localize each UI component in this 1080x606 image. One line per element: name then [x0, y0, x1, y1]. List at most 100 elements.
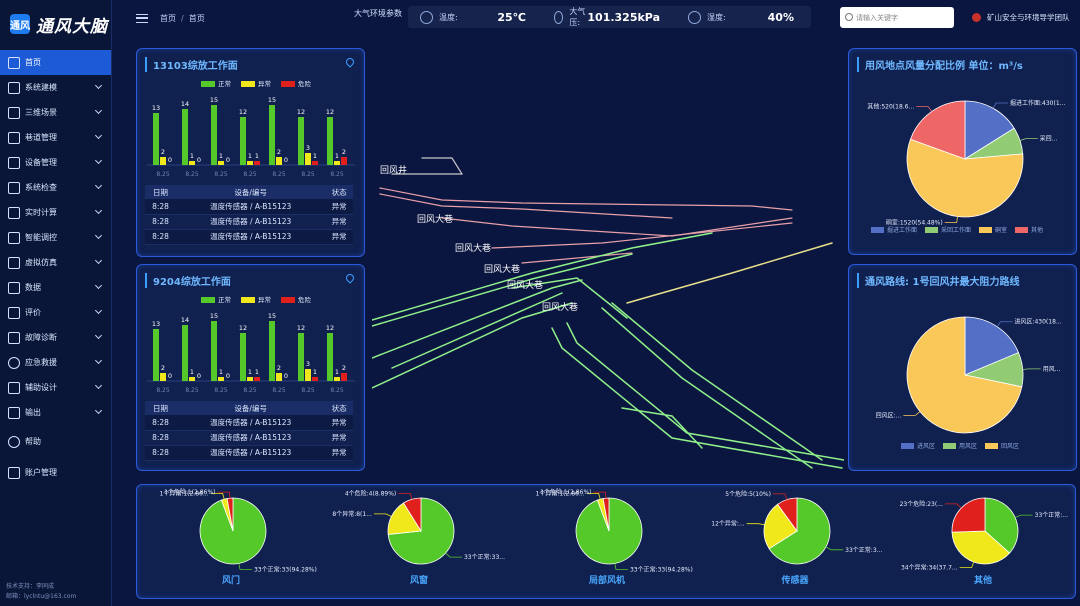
- location-pin-icon[interactable]: [344, 272, 356, 284]
- legend-item[interactable]: 硐室: [979, 225, 1007, 234]
- chevron-down-icon[interactable]: [94, 206, 103, 215]
- bar[interactable]: [160, 373, 166, 381]
- bar[interactable]: [334, 161, 340, 165]
- sidebar-item[interactable]: 应急救援: [0, 350, 111, 375]
- legend-item[interactable]: 采回工作面: [925, 225, 971, 234]
- bar[interactable]: [254, 161, 260, 165]
- bar[interactable]: [182, 325, 188, 381]
- chevron-down-icon[interactable]: [94, 231, 103, 240]
- bar[interactable]: [269, 321, 275, 381]
- table-row[interactable]: 8:28 温度传感器 / A-B15123 异常: [145, 430, 353, 446]
- chevron-down-icon[interactable]: [94, 406, 103, 415]
- bar[interactable]: [247, 161, 253, 165]
- scene-label[interactable]: 回风大巷: [507, 279, 543, 291]
- table-row[interactable]: 8:28 温度传感器 / A-B15123 异常: [145, 199, 353, 215]
- bar[interactable]: [153, 113, 159, 165]
- sidebar-item[interactable]: 评价: [0, 300, 111, 325]
- app-logo[interactable]: 通风 通风大脑: [0, 0, 111, 48]
- chevron-down-icon[interactable]: [94, 281, 103, 290]
- chevron-down-icon[interactable]: [94, 256, 103, 265]
- sidebar-item[interactable]: 智能调控: [0, 225, 111, 250]
- sidebar-item[interactable]: 首页: [0, 50, 111, 75]
- legend-item[interactable]: 进风区: [901, 441, 935, 450]
- pie-slice[interactable]: [602, 497, 610, 532]
- sidebar-item[interactable]: 三维场景: [0, 100, 111, 125]
- chevron-down-icon[interactable]: [94, 81, 103, 90]
- scene-label[interactable]: 回风大巷: [455, 242, 491, 254]
- sidebar-item[interactable]: 虚拟仿真: [0, 250, 111, 275]
- pie-slice[interactable]: [951, 530, 1011, 565]
- pie-slice[interactable]: [906, 138, 1024, 218]
- sidebar-item[interactable]: 实时计算: [0, 200, 111, 225]
- scene-label[interactable]: 回风大巷: [542, 301, 578, 313]
- sidebar-item[interactable]: 系统检查: [0, 175, 111, 200]
- search-input[interactable]: 请输入关键字: [840, 7, 954, 28]
- pie-slice[interactable]: [402, 497, 422, 533]
- bar[interactable]: [182, 109, 188, 165]
- bar[interactable]: [298, 117, 304, 165]
- pie-slice[interactable]: [964, 316, 1020, 376]
- bar[interactable]: [254, 377, 260, 381]
- sidebar-item[interactable]: 输出: [0, 400, 111, 425]
- chevron-down-icon[interactable]: [94, 331, 103, 340]
- bar[interactable]: [247, 377, 253, 381]
- legend-item[interactable]: 掘进工作面: [871, 225, 917, 234]
- bar[interactable]: [276, 157, 282, 165]
- location-pin-icon[interactable]: [344, 56, 356, 68]
- bar[interactable]: [240, 333, 246, 381]
- sidebar-item[interactable]: 设备管理: [0, 150, 111, 175]
- bar[interactable]: [160, 157, 166, 165]
- bar[interactable]: [240, 117, 246, 165]
- legend-item[interactable]: 用风区: [943, 441, 977, 450]
- bar[interactable]: [305, 153, 311, 165]
- bar[interactable]: [298, 333, 304, 381]
- bar[interactable]: [211, 105, 217, 165]
- bar[interactable]: [153, 329, 159, 381]
- sidebar-item[interactable]: 系统建模: [0, 75, 111, 100]
- scene-label[interactable]: 回风井: [380, 164, 407, 176]
- bar[interactable]: [276, 373, 282, 381]
- bar[interactable]: [269, 105, 275, 165]
- chevron-down-icon[interactable]: [94, 306, 103, 315]
- pie-slice[interactable]: [768, 497, 831, 565]
- scene-label[interactable]: 回风大巷: [484, 263, 520, 275]
- sidebar-item[interactable]: 帮助: [0, 429, 111, 454]
- table-row[interactable]: 8:28 温度传感器 / A-B15123 异常: [145, 229, 353, 245]
- pie-slice[interactable]: [951, 497, 986, 533]
- legend-item[interactable]: 回风区: [985, 441, 1019, 450]
- table-row[interactable]: 8:28 温度传感器 / A-B15123 异常: [145, 214, 353, 230]
- bar[interactable]: [189, 161, 195, 165]
- table-row[interactable]: 8:28 温度传感器 / A-B15123 异常: [145, 445, 353, 461]
- chevron-down-icon[interactable]: [94, 181, 103, 190]
- org-name[interactable]: 矿山安全与环境导学团队: [972, 12, 1070, 23]
- bar[interactable]: [312, 377, 318, 381]
- chevron-down-icon[interactable]: [94, 131, 103, 140]
- menu-toggle-icon[interactable]: [136, 13, 148, 23]
- sidebar-item[interactable]: 数据: [0, 275, 111, 300]
- scene-label[interactable]: 回风大巷: [417, 213, 453, 225]
- pie-slice[interactable]: [777, 497, 798, 533]
- bar[interactable]: [218, 377, 224, 381]
- bar[interactable]: [327, 333, 333, 381]
- tunnel-3d-scene[interactable]: 回风井 回风大巷 回风大巷 回风大巷 回风大巷 回风大巷: [372, 48, 844, 472]
- sidebar-item[interactable]: 巷道管理: [0, 125, 111, 150]
- bar[interactable]: [312, 161, 318, 165]
- chevron-down-icon[interactable]: [94, 356, 103, 365]
- bar[interactable]: [218, 161, 224, 165]
- chevron-down-icon[interactable]: [94, 106, 103, 115]
- bar[interactable]: [341, 157, 347, 165]
- legend-item[interactable]: 其他: [1015, 225, 1043, 234]
- chevron-down-icon[interactable]: [94, 156, 103, 165]
- breadcrumb-home[interactable]: 首页: [160, 13, 176, 23]
- table-row[interactable]: 8:28 温度传感器 / A-B15123 异常: [145, 415, 353, 431]
- bar[interactable]: [341, 373, 347, 381]
- bar[interactable]: [189, 377, 195, 381]
- bar[interactable]: [305, 369, 311, 381]
- bar[interactable]: [327, 117, 333, 165]
- bar[interactable]: [211, 321, 217, 381]
- sidebar-item[interactable]: 故障诊断: [0, 325, 111, 350]
- sidebar-item[interactable]: 辅助设计: [0, 375, 111, 400]
- pie-slice[interactable]: [763, 503, 798, 550]
- sidebar-item[interactable]: 账户管理: [0, 460, 111, 485]
- bar[interactable]: [334, 377, 340, 381]
